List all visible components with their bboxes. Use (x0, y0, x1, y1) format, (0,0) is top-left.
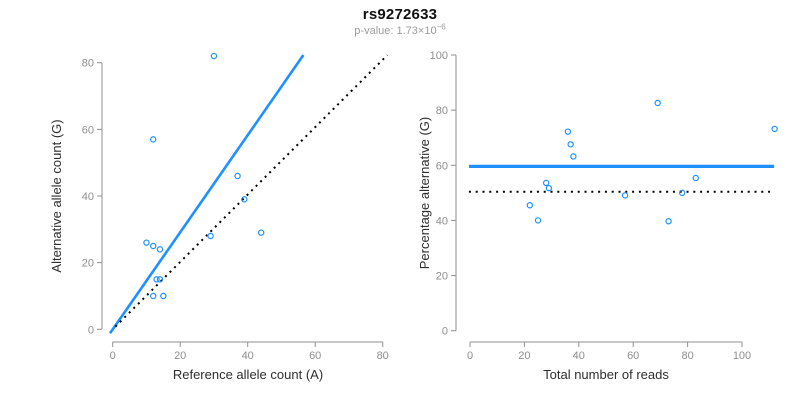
left-data-point (149, 292, 157, 300)
right-data-point (654, 99, 661, 107)
left-y-tick-label: 40 (82, 191, 94, 203)
left-data-point (241, 196, 248, 203)
right-y-tick-label: 100 (430, 50, 448, 62)
right-x-tick-label: 40 (573, 350, 585, 362)
right-data-point (665, 218, 672, 225)
right-data-point (621, 192, 629, 199)
right-data-point (542, 179, 550, 187)
right-x-tick-label: 100 (733, 350, 751, 362)
left-y-tick-label: 20 (82, 258, 94, 270)
right-scatter-panel: 0 20 40 60 80 100 0 20 40 60 80 100 (430, 50, 778, 362)
left-data-point (156, 246, 164, 253)
right-x-tick-label: 60 (627, 350, 639, 362)
p-value-exponent: −6 (436, 22, 446, 32)
left-data-point (234, 172, 241, 180)
right-y-tick-label: 0 (442, 326, 448, 338)
p-value-label: p-value: 1.73×10−6 (0, 22, 800, 37)
left-scatter-panel: 0 20 40 60 80 0 20 40 60 80 (82, 52, 389, 362)
left-x-tick-label: 0 (110, 350, 116, 362)
left-y-tick-label: 60 (82, 124, 94, 136)
left-data-point (160, 292, 167, 300)
left-y-tick-label: 80 (82, 58, 94, 70)
right-data-point (534, 217, 542, 224)
right-data-point (692, 174, 699, 182)
right-y-tick-label: 60 (436, 160, 448, 172)
left-x-axis-label: Reference allele count (A) (172, 367, 324, 382)
left-data-point (153, 276, 160, 283)
left-data-point (207, 232, 214, 240)
fitted-proportion-line (108, 54, 305, 335)
right-x-axis-label: Total number of reads (543, 367, 669, 382)
right-data-point (771, 125, 778, 133)
left-y-tick-label: 0 (88, 324, 94, 336)
figure-title: rs9272633 (362, 6, 438, 23)
right-y-tick-label: 80 (436, 105, 448, 117)
left-data-point (258, 229, 265, 236)
right-x-tick-label: 80 (681, 350, 693, 362)
left-x-tick-label: 60 (309, 350, 321, 362)
right-data-point (526, 202, 534, 209)
right-data-point (567, 141, 574, 148)
p-value-text: p-value: 1.73×10 (354, 25, 437, 37)
right-x-tick-label: 20 (518, 350, 530, 362)
identity-line (114, 54, 389, 328)
right-data-point (564, 128, 572, 135)
left-data-point (149, 136, 157, 143)
right-y-tick-label: 40 (436, 215, 448, 227)
left-y-axis-label: Alternative allele count (G) (49, 119, 64, 273)
left-data-point (143, 239, 150, 246)
right-y-tick-label: 20 (436, 271, 448, 283)
left-data-point (210, 52, 218, 60)
left-x-tick-label: 20 (174, 350, 186, 362)
right-y-axis-label: Percentage alternative (G) (417, 116, 432, 270)
left-x-tick-label: 80 (377, 350, 389, 362)
right-x-tick-label: 0 (467, 350, 473, 362)
left-x-tick-label: 40 (242, 350, 254, 362)
right-data-point (570, 153, 577, 160)
right-data-point (678, 189, 686, 197)
right-data-point (545, 184, 553, 192)
left-data-point (156, 276, 164, 283)
left-data-point (149, 242, 157, 250)
